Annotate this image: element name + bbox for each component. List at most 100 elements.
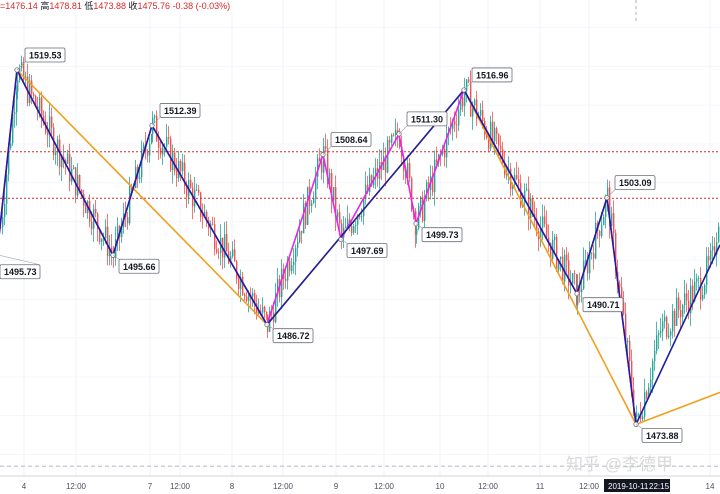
candle-body <box>581 288 583 293</box>
candle-body <box>230 256 232 264</box>
change-value: -0.38 (-0.03%) <box>172 1 231 11</box>
candle-body <box>466 79 468 91</box>
candle-body <box>393 134 395 136</box>
candle-body <box>518 179 520 184</box>
candle-body <box>291 265 293 272</box>
candle-body <box>256 303 258 314</box>
candle-body <box>472 105 474 117</box>
candle-body <box>151 134 153 144</box>
candle-body <box>593 253 595 259</box>
candle-body <box>615 232 617 272</box>
candle-body <box>474 99 476 106</box>
candle-body <box>141 148 143 178</box>
candle-body <box>468 79 470 82</box>
candle-body <box>277 279 279 294</box>
candle-body <box>75 167 77 196</box>
candle-body <box>147 151 149 156</box>
candle-body <box>558 259 560 270</box>
candle-body <box>664 316 666 322</box>
candle-body <box>422 197 424 222</box>
candle-body <box>214 224 216 250</box>
candle-body <box>39 97 41 112</box>
candle-body <box>704 285 706 295</box>
candle-body <box>570 283 572 286</box>
candle-body <box>55 152 57 155</box>
candle-body <box>156 115 158 142</box>
candle-body <box>635 412 637 418</box>
candle-body <box>646 392 648 398</box>
candle-body <box>631 361 633 390</box>
candle-body <box>516 175 518 180</box>
zigzag-long-extension <box>635 391 720 426</box>
candle-body <box>494 128 496 142</box>
pivot-label: 1490.71 <box>587 300 620 310</box>
candle-body <box>311 203 313 206</box>
candle-body <box>556 237 558 270</box>
pivot-label: 1495.73 <box>4 267 37 277</box>
candle-body <box>564 254 566 282</box>
candle-body <box>101 238 103 242</box>
candle-body <box>688 300 690 314</box>
pivot-label-box <box>582 297 624 313</box>
pivot-leader <box>576 293 584 298</box>
candle-body <box>355 224 357 227</box>
candle-body <box>619 283 621 288</box>
candle-body <box>718 226 720 243</box>
candle-body <box>566 254 568 261</box>
pivot-leader <box>112 255 120 260</box>
candle-body <box>666 316 668 338</box>
candle-body <box>603 217 605 226</box>
current-time-box <box>604 479 670 492</box>
time-tick-label: 4 <box>22 482 27 491</box>
candle-body <box>536 218 538 232</box>
candle-body <box>65 160 67 164</box>
candle-body <box>357 215 359 225</box>
candle-body <box>127 217 129 224</box>
candle-body <box>244 294 246 297</box>
candle-body <box>480 110 482 116</box>
candle-body <box>367 184 369 193</box>
candle-body <box>204 211 206 218</box>
candle-body <box>325 146 327 149</box>
candle-body <box>16 91 18 113</box>
candle-body <box>234 249 236 262</box>
pivot-label-box <box>118 258 160 274</box>
time-axis: 4 12:00 7 12:00 8 12:00 9 12:00 10 12:00 11 12:00 14… <box>0 475 720 494</box>
candle-body <box>149 143 151 156</box>
time-tick-label: 12:00 <box>478 482 499 491</box>
candle-body <box>305 203 307 225</box>
candle-body <box>426 182 428 199</box>
candle-body <box>307 186 309 225</box>
pivot-label: 1503.09 <box>619 178 652 188</box>
candle-body <box>168 137 170 139</box>
candle-body <box>502 148 504 164</box>
candle-body <box>321 161 323 173</box>
candle-body <box>361 216 363 218</box>
candle-body <box>696 278 698 282</box>
candle-body <box>460 97 462 110</box>
pivot-label: 1499.73 <box>426 230 459 240</box>
candle-body <box>550 242 552 259</box>
candle-body <box>6 174 8 204</box>
candle-body <box>327 148 329 184</box>
candle-body <box>676 297 678 326</box>
candle-body <box>407 163 409 178</box>
low-label: 低 <box>84 1 94 11</box>
candle-body <box>2 216 4 228</box>
candle-body <box>528 189 530 219</box>
pivot-label: 1516.96 <box>476 70 509 80</box>
candle-body <box>568 260 570 286</box>
candle-body <box>692 285 694 302</box>
zigzag-short <box>0 69 637 425</box>
time-tick-label: 7 <box>148 482 153 491</box>
candle-body <box>331 173 333 201</box>
candle-body <box>303 203 305 234</box>
candle-body <box>605 198 607 218</box>
candle-body <box>260 310 262 313</box>
candle-body <box>202 216 204 218</box>
pivot-label-box <box>421 227 463 243</box>
candle-body <box>91 221 93 229</box>
candle-body <box>369 175 371 193</box>
